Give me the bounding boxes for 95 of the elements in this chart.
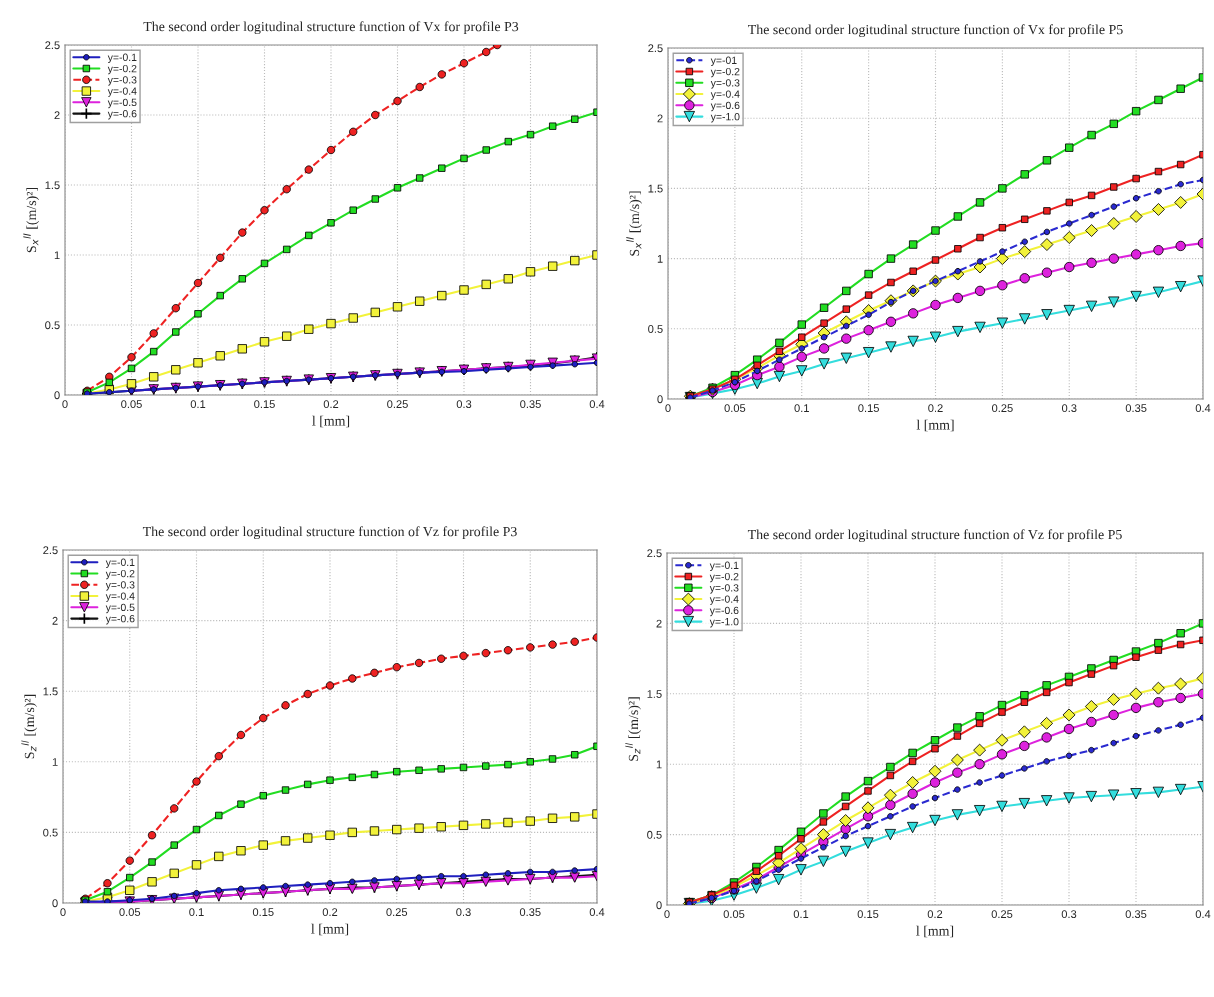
- legend-label: y=-0.6: [709, 606, 739, 617]
- legend-label: y=-0.3: [105, 581, 135, 591]
- legend-label: y=-0.3: [709, 584, 739, 594]
- x-tick-label: 0.3: [456, 400, 472, 409]
- x-tick-label: 0.2: [323, 400, 339, 409]
- x-tick-label: 0.05: [119, 908, 141, 917]
- y-tick-label: 0.5: [647, 830, 662, 839]
- x-tick-label: 0.25: [991, 910, 1013, 919]
- x-tick-label: 0.25: [386, 908, 408, 917]
- y-axis-title: S$_{x}$$^{ll}$ [(m/s)²]: [626, 191, 642, 256]
- x-tick-label: 0.1: [794, 404, 809, 413]
- y-tick-label: 2: [54, 111, 60, 120]
- legend-label: y=-0.2: [107, 64, 137, 75]
- y-tick-label: 1: [52, 758, 58, 766]
- legend-label: y=-0.2: [709, 572, 739, 583]
- x-axis-title: l [mm]: [312, 415, 350, 428]
- x-tick-label: 0: [60, 908, 66, 917]
- x-tick-label: 0.05: [121, 400, 142, 409]
- y-tick-label: 2: [657, 114, 663, 123]
- legend-label: y=-0.5: [107, 98, 137, 109]
- x-tick-label: 0.15: [858, 404, 879, 413]
- y-tick-label: 1: [54, 251, 60, 260]
- y-tick-label: 0: [656, 901, 662, 910]
- y-tick-label: 0.5: [43, 828, 58, 837]
- y-tick-label: 2: [52, 616, 58, 625]
- y-tick-label: 2.5: [45, 41, 60, 50]
- y-tick-label: 1.5: [45, 181, 60, 190]
- y-tick-label: 1.5: [648, 184, 663, 193]
- x-tick-label: 0.4: [589, 908, 605, 917]
- legend-label: y=-0.1: [107, 53, 137, 64]
- legend-label: y=-0.4: [105, 592, 135, 602]
- y-tick-label: 2.5: [648, 44, 663, 53]
- y-tick-label: 2: [656, 619, 662, 628]
- x-tick-label: 0.2: [322, 908, 338, 917]
- legend-label: y=-0.4: [709, 595, 739, 605]
- x-tick-label: 0.35: [1125, 910, 1147, 919]
- y-tick-label: 2.5: [43, 546, 58, 555]
- legend-label: y=-01: [710, 56, 737, 67]
- x-tick-label: 0.25: [387, 400, 408, 409]
- legend-label: y=-0.5: [105, 603, 135, 614]
- x-tick-label: 0.3: [1061, 910, 1077, 919]
- legend-label: y=-0.4: [107, 87, 137, 97]
- legend-label: y=-0.1: [709, 561, 739, 572]
- x-tick-label: 0.05: [724, 404, 746, 413]
- legend-label: y=-1.0: [709, 617, 739, 628]
- y-axis-title: S$_{z}$$^{ll}$ [(m/s)²]: [21, 694, 37, 759]
- x-tick-label: 0.15: [254, 400, 275, 409]
- legend-label: y=-0.2: [710, 67, 740, 78]
- y-tick-label: 1: [656, 760, 662, 769]
- x-tick-label: 0.35: [519, 908, 541, 917]
- y-tick-label: 0.5: [648, 325, 663, 333]
- y-tick-label: 1.5: [647, 690, 662, 698]
- legend-label: y=-0.3: [710, 79, 740, 89]
- x-axis-title: l [mm]: [311, 923, 349, 936]
- x-tick-label: 0.1: [190, 400, 206, 409]
- legend-label: y=-0.6: [105, 614, 135, 625]
- legend-label: y=-0.2: [105, 569, 135, 580]
- x-tick-label: 0: [62, 400, 68, 409]
- y-tick-label: 0: [54, 391, 60, 400]
- x-tick-label: 0: [664, 910, 670, 919]
- x-tick-label: 0.1: [793, 910, 809, 919]
- x-tick-label: 0.3: [1061, 404, 1077, 413]
- y-tick-label: 0: [52, 899, 58, 908]
- chart-title: The second order logitudinal structure function of Vx for profile P5: [748, 24, 1123, 38]
- x-tick-label: 0.15: [252, 908, 274, 917]
- legend-label: y=-0.6: [107, 109, 137, 120]
- x-tick-label: 0.35: [1125, 404, 1147, 413]
- y-axis-title: S$_{z}$$^{ll}$ [(m/s)²]: [625, 697, 641, 761]
- x-tick-label: 0.4: [1195, 404, 1211, 413]
- x-tick-label: 0.3: [456, 908, 471, 917]
- y-tick-label: 1.5: [43, 687, 58, 696]
- x-axis-title: l [mm]: [916, 925, 954, 938]
- x-tick-label: 0.1: [189, 908, 204, 917]
- legend-label: y=-1.0: [710, 112, 740, 123]
- y-tick-label: 2.5: [647, 549, 662, 558]
- x-tick-label: 0.35: [520, 400, 541, 409]
- y-tick-label: 1: [657, 254, 663, 263]
- legend-label: y=-0.6: [710, 101, 740, 112]
- x-tick-label: 0.15: [857, 910, 879, 919]
- x-tick-label: 0.4: [1195, 910, 1211, 919]
- legend-label: y=-0.1: [105, 558, 135, 569]
- chart-title: The second order logitudinal structure function of Vz for profile P3: [142, 526, 517, 540]
- x-tick-label: 0: [665, 404, 671, 413]
- x-tick-label: 0.2: [928, 404, 943, 413]
- x-tick-label: 0.4: [589, 400, 605, 409]
- x-tick-label: 0.25: [992, 404, 1013, 413]
- x-tick-label: 0.05: [723, 910, 745, 919]
- x-tick-label: 0.2: [927, 910, 943, 919]
- y-axis-title: S$_{x}$$^{ll}$ [(m/s)²]: [23, 187, 39, 253]
- x-axis-title: l [mm]: [916, 419, 954, 432]
- y-tick-label: 0.5: [45, 321, 60, 330]
- chart-title: The second order logitudinal structure function of Vz for profile P5: [747, 529, 1122, 543]
- chart-title: The second order logitudinal structure function of Vx for profile P3: [143, 21, 519, 35]
- legend-label: y=-0.4: [710, 90, 740, 100]
- legend-label: y=-0.3: [107, 76, 137, 86]
